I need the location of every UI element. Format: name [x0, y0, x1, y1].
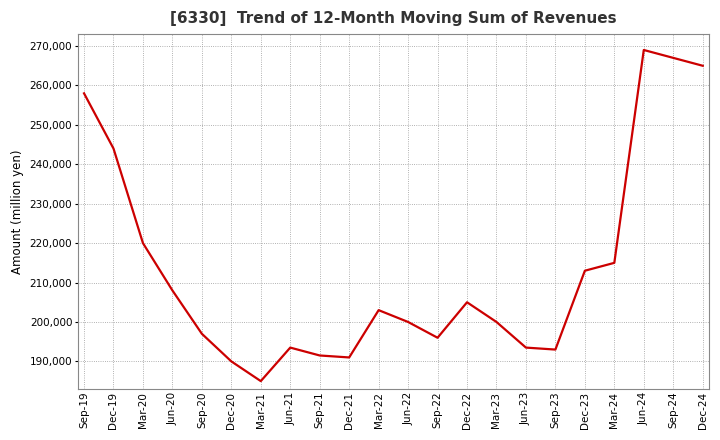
- Y-axis label: Amount (million yen): Amount (million yen): [11, 149, 24, 274]
- Title: [6330]  Trend of 12-Month Moving Sum of Revenues: [6330] Trend of 12-Month Moving Sum of R…: [170, 11, 617, 26]
